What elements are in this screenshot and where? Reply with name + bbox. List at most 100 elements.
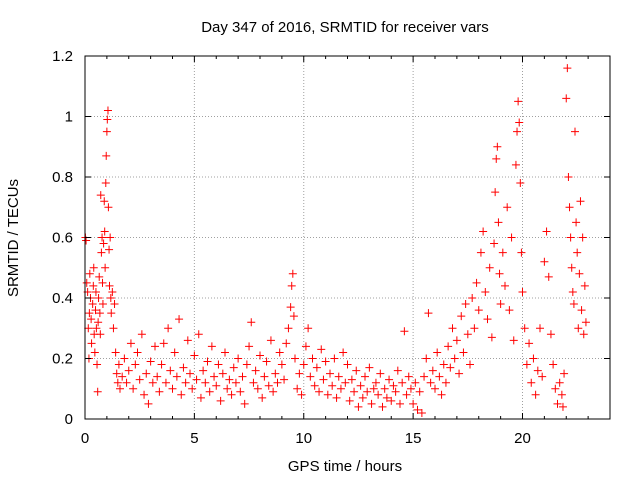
- data-point-marker: [483, 315, 492, 324]
- data-point-marker: [525, 339, 534, 348]
- data-point-marker: [571, 127, 579, 136]
- data-point-marker: [212, 381, 221, 390]
- data-point-marker: [378, 402, 387, 411]
- data-point-marker: [91, 287, 100, 296]
- data-point-marker: [166, 366, 175, 375]
- data-point-marker: [194, 330, 203, 339]
- data-point-marker: [240, 399, 249, 408]
- data-point-marker: [181, 378, 190, 387]
- data-point-marker: [299, 360, 308, 369]
- data-point-marker: [280, 375, 289, 384]
- data-point-marker: [503, 203, 512, 212]
- data-point-marker: [112, 369, 121, 378]
- data-point-marker: [581, 318, 590, 327]
- data-point-marker: [538, 372, 547, 381]
- data-point-marker: [282, 339, 291, 348]
- x-tick-label: 15: [405, 430, 422, 447]
- data-point-marker: [287, 281, 296, 290]
- data-point-marker: [186, 369, 194, 378]
- data-point-marker: [236, 387, 245, 396]
- data-point-marker: [101, 179, 110, 188]
- data-point-marker: [319, 375, 328, 384]
- data-point-marker: [328, 381, 337, 390]
- data-point-marker: [426, 378, 435, 387]
- data-point-marker: [575, 269, 584, 278]
- data-point-marker: [350, 387, 359, 396]
- data-point-marker: [216, 396, 225, 405]
- data-point-marker: [155, 387, 164, 396]
- data-point-marker: [245, 342, 254, 351]
- data-point-marker: [87, 315, 96, 324]
- data-point-marker: [109, 324, 118, 333]
- data-point-marker: [446, 363, 455, 372]
- data-point-marker: [295, 369, 304, 378]
- data-point-marker: [424, 309, 433, 318]
- data-point-marker: [301, 342, 310, 351]
- data-point-marker: [369, 384, 378, 393]
- data-point-marker: [542, 227, 551, 236]
- data-point-marker: [400, 327, 409, 336]
- data-point-marker: [361, 372, 369, 381]
- data-point-marker: [306, 372, 315, 381]
- data-point-marker: [97, 248, 106, 257]
- data-point-marker: [560, 369, 569, 378]
- data-point-marker: [199, 366, 208, 375]
- y-tick-label: 0: [65, 411, 73, 428]
- data-point-marker: [192, 375, 201, 384]
- data-point-marker: [565, 203, 574, 212]
- data-point-marker: [258, 393, 267, 402]
- data-point-marker: [433, 348, 442, 357]
- data-point-marker: [557, 390, 566, 399]
- data-point-marker: [179, 363, 188, 372]
- data-point-marker: [567, 263, 576, 272]
- data-point-marker: [579, 330, 588, 339]
- data-point-marker: [336, 384, 345, 393]
- data-point-marker: [98, 233, 107, 242]
- data-point-marker: [266, 336, 275, 345]
- data-point-marker: [356, 381, 365, 390]
- data-point-marker: [404, 372, 413, 381]
- data-point-marker: [253, 384, 262, 393]
- data-points: [81, 64, 590, 417]
- data-point-marker: [234, 354, 243, 363]
- data-point-marker: [515, 118, 524, 127]
- data-point-marker: [264, 381, 273, 390]
- data-point-marker: [82, 278, 91, 287]
- data-point-marker: [496, 300, 505, 309]
- data-point-marker: [205, 387, 214, 396]
- data-point-marker: [501, 281, 509, 290]
- data-point-marker: [84, 324, 93, 333]
- data-point-marker: [238, 372, 247, 381]
- data-point-marker: [345, 396, 354, 405]
- y-tick-label: 1: [65, 109, 73, 126]
- data-point-marker: [487, 333, 496, 342]
- data-point-marker: [332, 393, 341, 402]
- data-point-marker: [387, 396, 396, 405]
- data-point-marker: [94, 318, 103, 327]
- data-point-marker: [339, 348, 348, 357]
- data-point-marker: [89, 281, 98, 290]
- data-point-marker: [420, 372, 429, 381]
- x-axis-label: GPS time / hours: [288, 458, 402, 475]
- data-point-marker: [170, 348, 179, 357]
- data-point-marker: [111, 348, 120, 357]
- data-point-marker: [312, 363, 321, 372]
- data-point-marker: [153, 372, 162, 381]
- data-point-marker: [529, 354, 538, 363]
- data-point-marker: [505, 306, 514, 315]
- data-point-marker: [367, 399, 376, 408]
- chart-title: Day 347 of 2016, SRMTID for receiver var…: [201, 19, 489, 36]
- data-point-marker: [365, 363, 374, 372]
- data-point-marker: [494, 218, 503, 227]
- data-point-marker: [168, 384, 177, 393]
- data-point-marker: [124, 366, 133, 375]
- data-point-marker: [271, 369, 280, 378]
- data-point-marker: [448, 324, 457, 333]
- x-tick-label: 0: [81, 430, 89, 447]
- data-point-marker: [93, 387, 102, 396]
- data-point-marker: [546, 330, 555, 339]
- data-point-marker: [574, 324, 583, 333]
- data-point-marker: [142, 369, 151, 378]
- data-point-marker: [389, 381, 398, 390]
- data-point-marker: [98, 300, 107, 309]
